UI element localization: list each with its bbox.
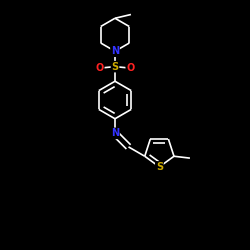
Text: N: N: [111, 128, 119, 138]
Text: O: O: [96, 63, 104, 73]
Text: S: S: [112, 62, 118, 72]
Text: S: S: [156, 162, 163, 172]
Text: O: O: [126, 63, 134, 73]
Text: N: N: [111, 46, 119, 56]
